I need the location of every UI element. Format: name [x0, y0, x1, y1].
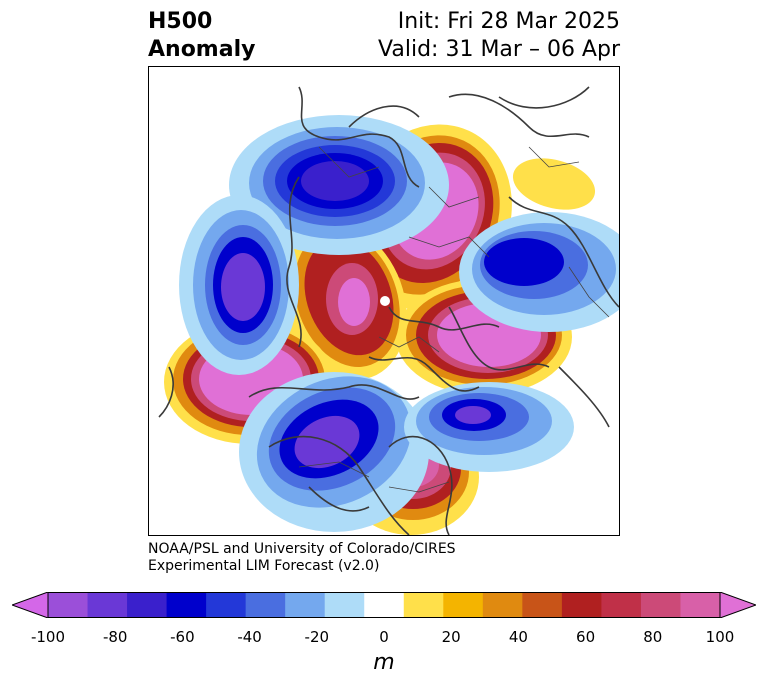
- borders: [298, 146, 610, 493]
- map-svg: [158, 86, 619, 535]
- title-field: Anomaly: [148, 37, 256, 62]
- colorbar-swatch: [522, 592, 563, 618]
- negative-anomaly-mid-atlantic: [404, 382, 574, 472]
- negative-anomaly-western-europe: [179, 195, 299, 375]
- credit-line1: NOAA/PSL and University of Colorado/CIRE…: [148, 541, 456, 557]
- colorbar-swatch: [403, 592, 444, 618]
- colorbar-tick-label: -80: [102, 628, 128, 646]
- colorbar-swatch: [127, 592, 168, 618]
- init-date: Init: Fri 28 Mar 2025: [397, 9, 620, 34]
- colorbar-swatch: [245, 592, 286, 618]
- colorbar-swatch: [87, 592, 128, 618]
- colorbar: [10, 591, 758, 619]
- colorbar-swatch: [364, 592, 405, 618]
- colorbar-swatch: [48, 592, 89, 618]
- colorbar-swatch: [443, 592, 484, 618]
- credit-line2: Experimental LIM Forecast (v2.0): [148, 558, 380, 574]
- colorbar-extend-min: [10, 591, 49, 619]
- north-pole-marker: [380, 296, 390, 306]
- colorbar-extend-max: [719, 591, 758, 619]
- colorbar-tick-label: 80: [643, 628, 663, 646]
- colorbar-tick-label: 0: [379, 628, 389, 646]
- colorbar-swatch: [680, 592, 721, 618]
- positive-anomaly-greenland-sea: [512, 158, 596, 210]
- colorbar-tick-label: -100: [30, 628, 66, 646]
- positive-anomaly-arctic-siberia: [281, 224, 407, 380]
- colorbar-ticks: -100 -80 -60 -40 -20 0 20 40 60 80 100: [0, 628, 768, 648]
- coastlines: [158, 86, 619, 535]
- colorbar-outline: [47, 592, 721, 618]
- colorbar-swatch: [166, 592, 207, 618]
- negative-anomaly-east-pacific: [459, 212, 619, 332]
- colorbar-svg: [10, 591, 758, 619]
- title-left: H500 Anomaly: [148, 8, 255, 64]
- colorbar-swatch: [206, 592, 247, 618]
- colorbar-tick-label: 100: [705, 628, 735, 646]
- colorbar-swatch: [640, 592, 681, 618]
- colorbar-tick-label: 20: [441, 628, 461, 646]
- colorbar-tick-label: -20: [304, 628, 330, 646]
- colorbar-swatch: [601, 592, 642, 618]
- colorbar-swatch: [285, 592, 326, 618]
- negative-anomaly-eastern-asia: [229, 115, 449, 255]
- anomaly-map: [148, 66, 620, 536]
- colorbar-swatch: [324, 592, 365, 618]
- colorbar-tick-label: -40: [237, 628, 262, 646]
- colorbar-unit: m: [373, 650, 395, 675]
- colorbar-tick-label: 40: [508, 628, 528, 646]
- title-right: Init: Fri 28 Mar 2025 Valid: 31 Mar – 06…: [378, 8, 620, 64]
- valid-range: Valid: 31 Mar – 06 Apr: [378, 37, 620, 62]
- negative-anomaly-western-us: [239, 372, 429, 532]
- colorbar-swatch: [561, 592, 602, 618]
- title-variable: H500: [148, 9, 213, 34]
- colorbar-tick-label: 60: [576, 628, 596, 646]
- credit-text: NOAA/PSL and University of Colorado/CIRE…: [148, 541, 456, 575]
- colorbar-tick-label: -60: [170, 628, 195, 646]
- colorbar-swatch: [482, 592, 523, 618]
